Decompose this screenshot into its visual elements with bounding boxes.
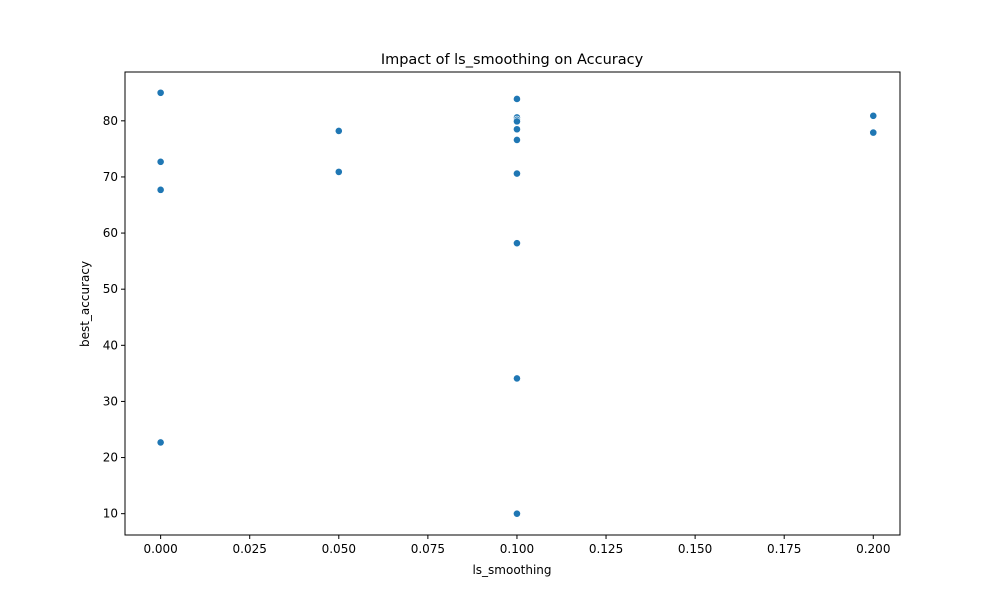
x-tick-label: 0.175 [767,542,801,556]
y-tick-label: 40 [103,338,118,352]
data-point [513,125,521,134]
y-axis-ticks: 10 20 30 40 50 60 70 80 [103,114,125,521]
data-point [869,128,878,137]
y-tick-label: 20 [103,451,118,465]
y-tick-label: 30 [103,394,118,408]
x-tick-label: 0.100 [500,542,534,556]
data-point [156,157,165,166]
x-tick-label: 0.150 [678,542,712,556]
plot-area-frame [124,71,901,536]
data-point [156,88,165,97]
chart-title: Impact of ls_smoothing on Accuracy [381,52,644,68]
x-tick-label: 0.200 [856,542,890,556]
y-tick-label: 10 [103,507,118,521]
data-point [513,117,521,126]
x-tick-label: 0.075 [411,542,445,556]
y-tick-label: 60 [103,226,118,240]
x-tick-label: 0.125 [589,542,623,556]
data-point [513,509,521,518]
data-point [156,438,165,447]
data-point [334,127,343,135]
data-point [334,167,343,176]
data-point [513,239,521,248]
data-point [513,95,521,103]
points-layer [156,88,878,518]
data-point [869,111,878,120]
y-axis-label: best_accuracy [78,261,92,347]
data-point [156,185,165,194]
x-tick-label: 0.050 [322,542,356,556]
x-axis-ticks: 0.000 0.025 0.050 0.075 0.100 0.125 0.150 0.175… [143,535,890,556]
x-tick-label: 0.000 [143,542,177,556]
y-tick-label: 50 [103,282,118,296]
data-point [513,136,521,144]
y-tick-label: 80 [103,114,118,128]
x-axis-label: ls_smoothing [472,563,551,577]
data-point [513,169,521,178]
data-point [513,374,521,383]
y-tick-label: 70 [103,170,118,184]
x-tick-label: 0.025 [233,542,267,556]
